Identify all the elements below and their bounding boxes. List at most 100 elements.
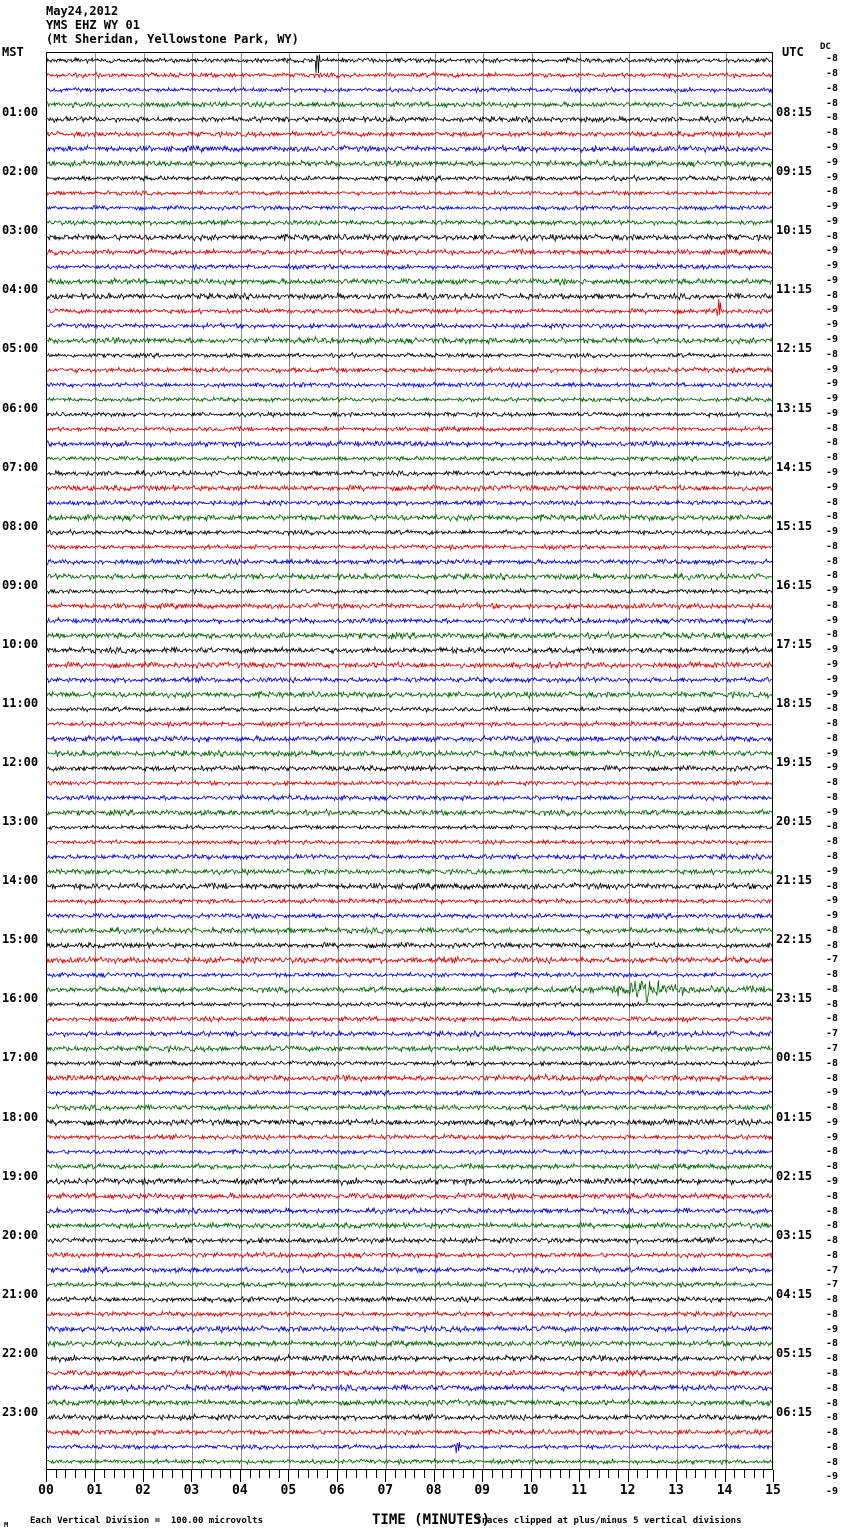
trace-line <box>46 867 773 877</box>
dc-value: -7 <box>826 1279 839 1291</box>
mst-time-label: 04:00 <box>2 282 39 297</box>
x-tick-minor <box>424 1470 426 1478</box>
x-tick-minor <box>278 1470 280 1478</box>
dc-value: -7 <box>826 954 839 966</box>
utc-time-label: 23:15 <box>776 991 813 1006</box>
trace-line <box>46 1295 773 1304</box>
dc-value: -8 <box>826 629 839 641</box>
clip-note: Traces clipped at plus/minus 5 vertical … <box>476 1516 742 1526</box>
x-tick-major <box>482 1470 484 1482</box>
dc-value: -9 <box>826 1087 839 1099</box>
dc-value: -8 <box>826 1013 839 1025</box>
x-tick-label: 00 <box>38 1483 54 1498</box>
dc-value: -9 <box>826 481 839 493</box>
x-tick-major <box>385 1470 387 1482</box>
utc-time-label: 09:15 <box>776 164 813 179</box>
trace-line <box>46 1162 773 1171</box>
x-tick-minor <box>346 1470 348 1478</box>
dc-value: -8 <box>826 186 839 198</box>
dc-value: -8 <box>826 555 839 567</box>
dc-value: -8 <box>826 348 839 360</box>
dc-value: -9 <box>826 1486 839 1498</box>
mst-time-label: 21:00 <box>2 1286 39 1301</box>
mst-time-label: 15:00 <box>2 932 39 947</box>
x-tick-minor <box>472 1470 474 1478</box>
trace-line <box>46 1250 773 1260</box>
trace-line <box>46 705 773 714</box>
trace-line <box>46 483 773 493</box>
dc-value: -8 <box>826 998 839 1010</box>
dc-value: -8 <box>826 703 839 715</box>
utc-time-label: 17:15 <box>776 636 813 651</box>
x-tick-minor <box>162 1470 164 1478</box>
dc-value: -9 <box>826 747 839 759</box>
x-tick-minor <box>268 1470 270 1478</box>
trace-line <box>46 54 773 73</box>
utc-time-label: 10:15 <box>776 223 813 238</box>
trace-line <box>46 1044 773 1054</box>
trace-line <box>46 1280 773 1289</box>
mst-time-label: 17:00 <box>2 1050 39 1065</box>
dc-value: -8 <box>826 1205 839 1217</box>
dc-value: -8 <box>826 836 839 848</box>
trace-line <box>46 86 773 95</box>
dc-value: -9 <box>826 201 839 213</box>
dc-value: -8 <box>826 1249 839 1261</box>
trace-line <box>46 335 773 346</box>
trace-line <box>46 838 773 846</box>
dc-value: -9 <box>826 865 839 877</box>
mst-time-label: 05:00 <box>2 341 39 356</box>
trace-line <box>46 896 773 906</box>
x-tick-major <box>773 1470 774 1482</box>
utc-time-label: 21:15 <box>776 873 813 888</box>
trace-line <box>46 232 773 243</box>
x-tick-major <box>433 1470 435 1482</box>
dc-value: -8 <box>826 1235 839 1247</box>
trace-line <box>46 1353 773 1364</box>
trace-line <box>46 276 773 287</box>
trace-line <box>46 749 773 759</box>
dc-value: -8 <box>826 570 839 582</box>
dc-value: -9 <box>826 304 839 316</box>
x-tick-minor <box>220 1470 222 1478</box>
trace-line <box>46 1309 773 1319</box>
dc-value: -8 <box>826 1441 839 1453</box>
trace-line <box>46 1072 773 1083</box>
x-tick-minor <box>520 1470 522 1478</box>
utc-time-label: 05:15 <box>776 1345 813 1360</box>
trace-line <box>46 764 773 773</box>
dc-value: -8 <box>826 880 839 892</box>
dc-value: -9 <box>826 378 839 390</box>
dc-value: -8 <box>826 821 839 833</box>
header-location: (Mt Sheridan, Yellowstone Park, WY) <box>46 32 299 46</box>
trace-line <box>46 587 773 596</box>
trace-line <box>46 823 773 832</box>
trace-line <box>46 881 773 892</box>
x-axis-ticks <box>46 1470 774 1482</box>
dc-value: -9 <box>826 171 839 183</box>
x-tick-minor <box>443 1470 445 1478</box>
dc-value: -8 <box>826 53 839 65</box>
x-tick-major <box>336 1470 338 1482</box>
trace-line <box>46 1029 773 1039</box>
trace-line <box>46 218 773 227</box>
dc-value: -8 <box>826 732 839 744</box>
trace-line <box>46 204 773 212</box>
dc-value: -9 <box>826 393 839 405</box>
x-tick-minor <box>695 1470 697 1478</box>
x-tick-minor <box>307 1470 309 1478</box>
x-tick-label: 09 <box>474 1483 491 1498</box>
x-tick-label: 08 <box>425 1483 442 1498</box>
trace-line <box>46 719 773 729</box>
trace-line <box>46 70 773 80</box>
x-tick-minor <box>550 1470 552 1478</box>
trace-line <box>46 852 773 862</box>
x-tick-major <box>676 1470 678 1482</box>
x-tick-minor <box>356 1470 358 1478</box>
x-tick-minor <box>375 1470 377 1478</box>
dc-value: -8 <box>826 511 839 523</box>
dc-value: -8 <box>826 718 839 730</box>
trace-line <box>46 1265 773 1275</box>
x-tick-minor <box>743 1470 745 1478</box>
trace-line <box>46 1148 773 1156</box>
